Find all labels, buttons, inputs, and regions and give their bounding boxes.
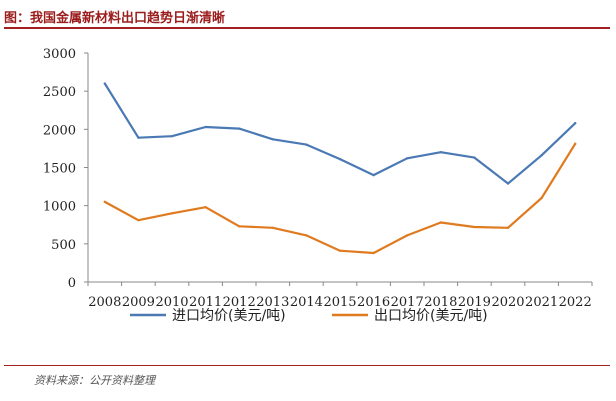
source-note: 资料来源：公开资料整理	[34, 374, 155, 387]
axes	[87, 53, 592, 283]
x-tick-label: 2009	[122, 295, 155, 310]
data-point	[271, 226, 274, 230]
data-point	[305, 143, 308, 146]
y-tick-label: 1500	[43, 162, 76, 177]
data-point	[103, 200, 107, 204]
data-point	[204, 205, 207, 209]
data-point	[506, 182, 510, 185]
data-point	[238, 225, 241, 228]
y-tick-label: 0	[68, 276, 76, 291]
x-tick-label: 2017	[391, 295, 424, 310]
x-tick-label: 2022	[559, 295, 592, 310]
x-tick-label: 2014	[290, 295, 323, 310]
data-point	[574, 142, 577, 146]
data-point	[170, 135, 174, 138]
x-tick-label: 2016	[357, 295, 390, 310]
x-tick-label: 2011	[189, 295, 222, 310]
x-tick-label: 2012	[223, 295, 256, 310]
y-tick-label: 500	[51, 238, 76, 253]
data-point	[406, 157, 409, 160]
data-point	[338, 157, 342, 161]
legend-label: 进口均价(美元/吨)	[172, 308, 286, 324]
data-point	[406, 234, 409, 237]
chart-title: 图：我国金属新材料出口趋势日渐清晰	[4, 11, 226, 26]
legend: 进口均价(美元/吨) 出口均价(美元/吨)	[130, 308, 488, 324]
source-divider	[4, 365, 610, 366]
x-tick-label: 2021	[525, 295, 558, 310]
data-point	[473, 225, 476, 229]
y-tick-label: 1000	[43, 200, 76, 215]
title-divider	[4, 27, 610, 29]
data-point	[305, 234, 308, 237]
data-point	[372, 173, 375, 177]
data-point	[137, 136, 140, 139]
title-bar: 图：我国金属新材料出口趋势日渐清晰	[4, 2, 610, 29]
data-point	[137, 218, 140, 222]
data-point	[271, 138, 274, 141]
y-axis-ticks: 0 500 1000 1500 2000 2500 3000	[43, 47, 88, 291]
data-point	[439, 151, 442, 154]
data-point	[338, 249, 342, 252]
y-tick-label: 3000	[43, 47, 76, 62]
x-tick-label: 2020	[491, 295, 524, 310]
y-tick-label: 2000	[43, 123, 76, 138]
x-tick-label: 2008	[88, 295, 121, 310]
series-line-import	[103, 82, 577, 185]
series-group	[103, 82, 577, 255]
legend-label: 出口均价(美元/吨)	[374, 308, 488, 324]
y-tick-label: 2500	[43, 85, 76, 100]
x-tick-label: 2015	[323, 295, 356, 310]
data-point	[540, 196, 543, 200]
x-axis-ticks: 2008 2009 2010 2011 2012 2013 2014 2015 2016 2017…	[87, 282, 593, 310]
data-point	[473, 156, 476, 159]
data-point	[540, 154, 543, 157]
data-point	[103, 82, 107, 85]
data-point	[372, 251, 375, 255]
x-tick-label: 2018	[424, 295, 457, 310]
data-point	[439, 221, 442, 224]
data-point	[204, 125, 207, 129]
x-tick-label: 2019	[458, 295, 491, 310]
data-point	[170, 212, 174, 215]
x-tick-label: 2013	[256, 295, 289, 310]
x-tick-label: 2010	[155, 295, 188, 310]
data-point	[506, 226, 510, 230]
data-point	[238, 127, 241, 130]
data-point	[574, 122, 577, 125]
